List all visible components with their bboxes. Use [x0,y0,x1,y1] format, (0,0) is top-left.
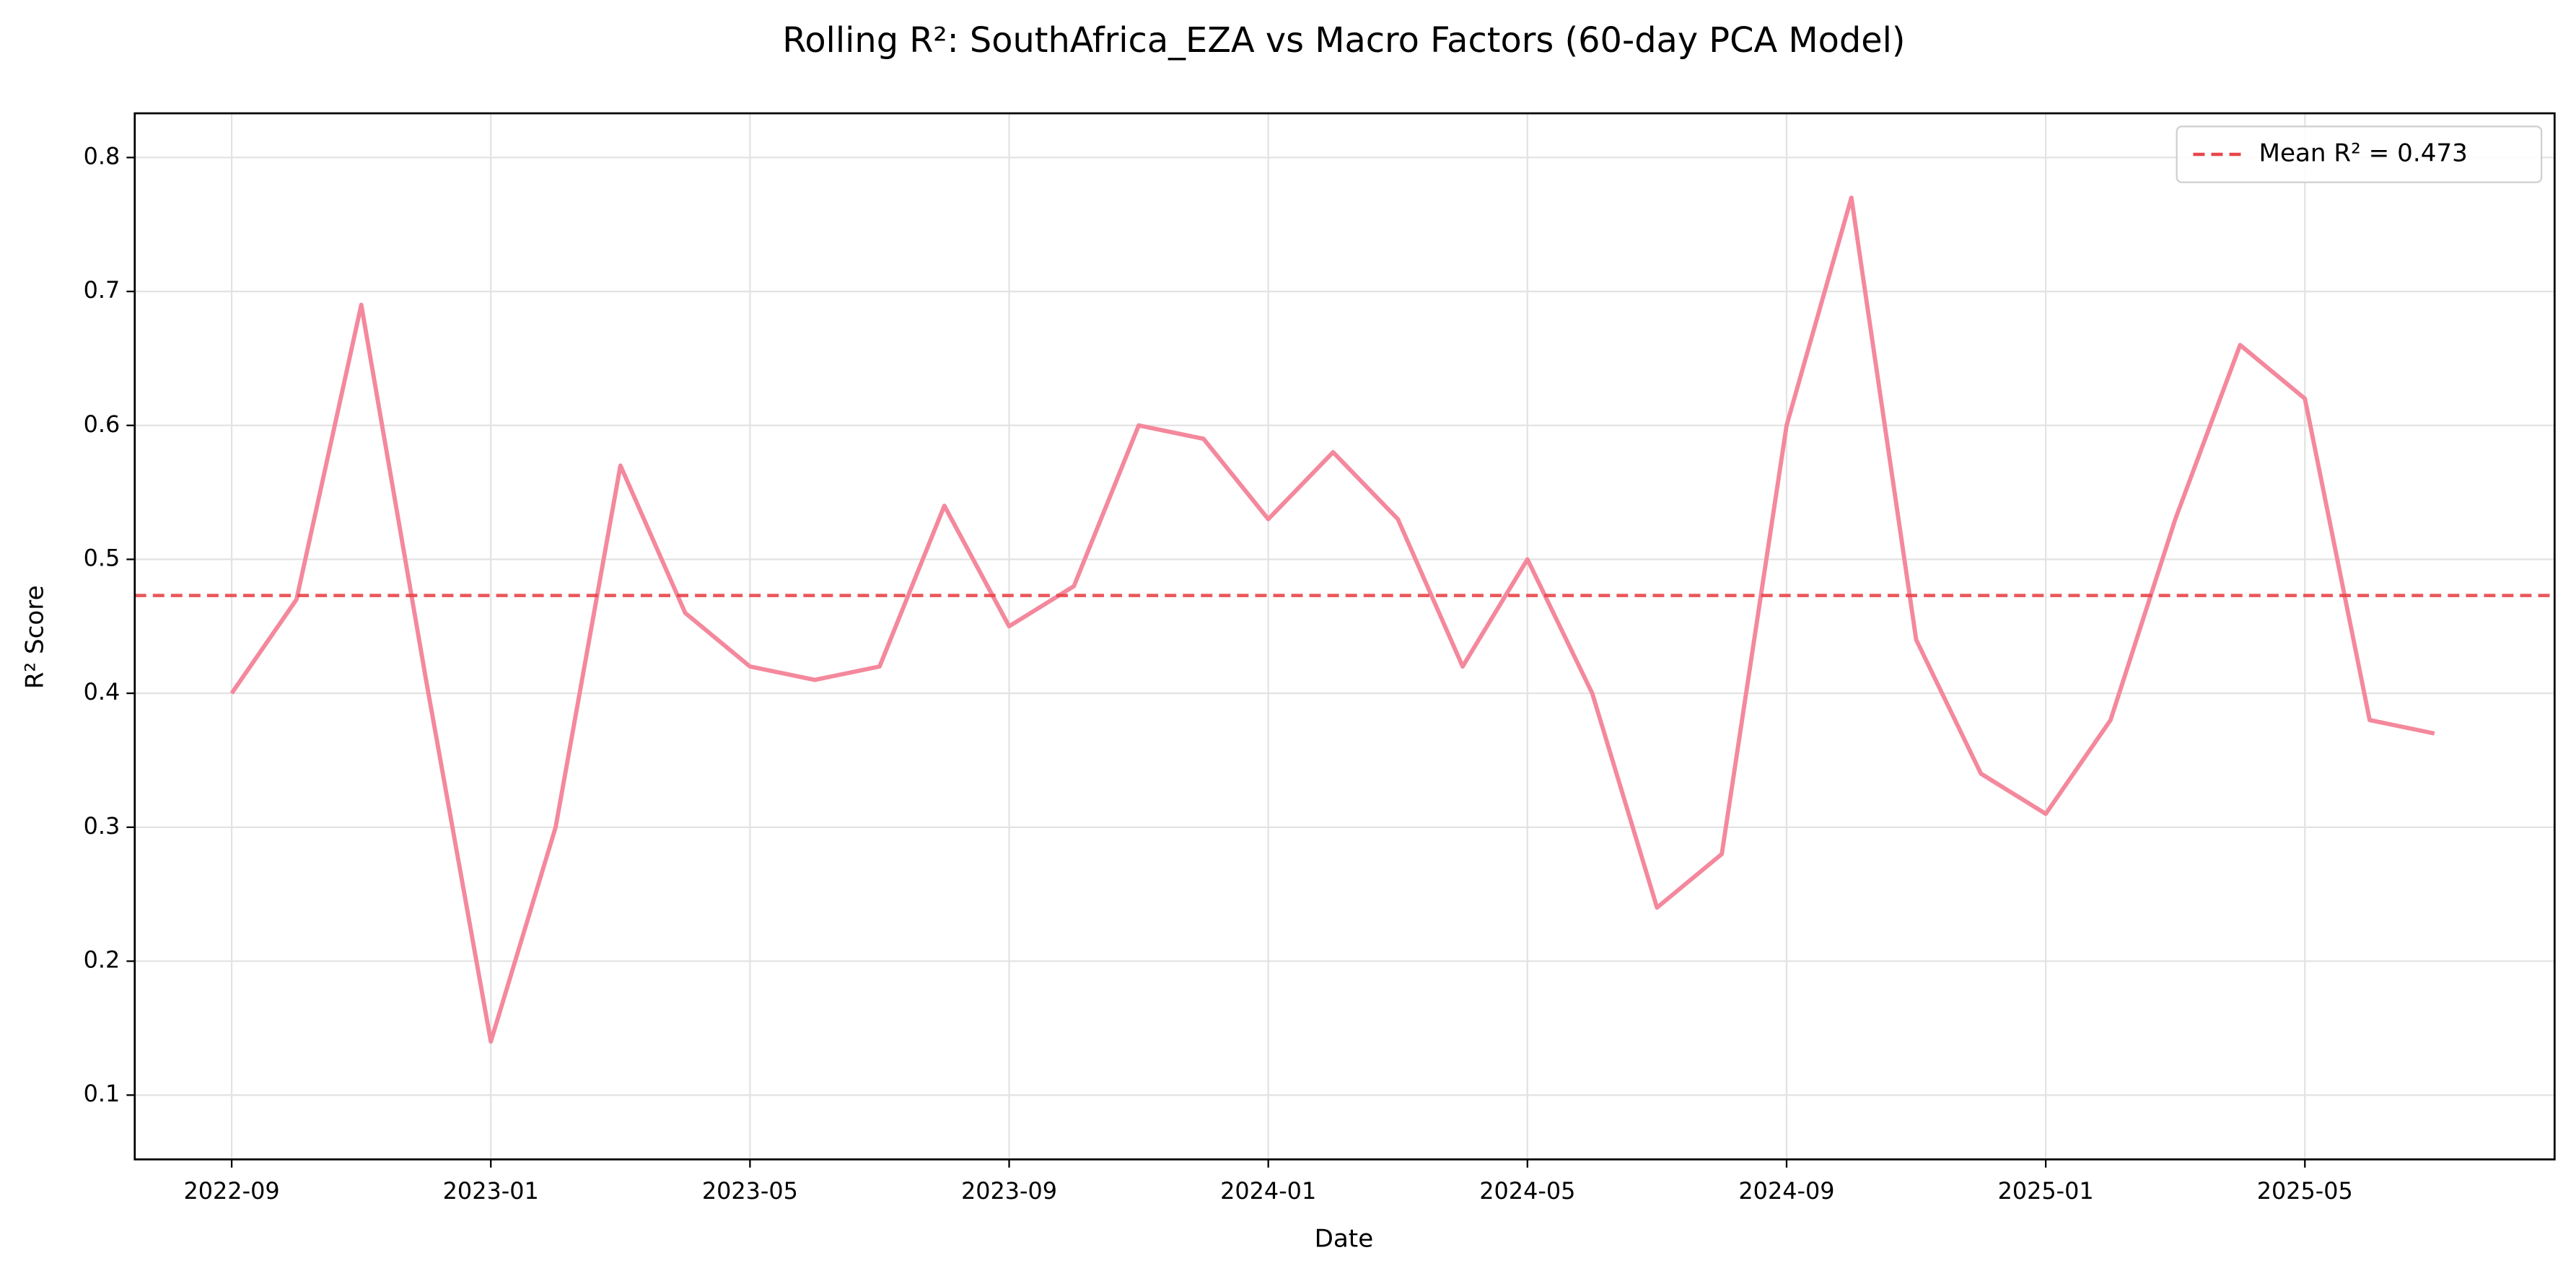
x-tick-label: 2022-09 [184,1177,280,1205]
y-tick-label: 0.3 [84,812,121,840]
legend-box [2176,126,2543,183]
x-tick-label: 2024-01 [1220,1177,1316,1205]
y-tick-label: 0.1 [84,1080,121,1107]
x-tick-label: 2025-01 [1998,1177,2094,1205]
x-tick-label: 2025-05 [2257,1177,2353,1205]
y-tick-label: 0.7 [84,276,121,304]
x-tick-label: 2024-05 [1479,1177,1575,1205]
x-tick-label: 2023-05 [702,1177,798,1205]
x-tick-label: 2024-09 [1738,1177,1834,1205]
legend-label: Mean R² = 0.473 [2259,139,2468,168]
y-tick-label: 0.4 [84,678,121,705]
y-tick-label: 0.2 [84,946,121,974]
y-tick-label: 0.6 [84,410,121,438]
x-tick-label: 2023-01 [443,1177,539,1205]
x-axis-label: Date [1315,1224,1374,1253]
y-tick-label: 0.8 [84,142,121,170]
y-tick-label: 0.5 [84,544,121,571]
x-tick-label: 2023-09 [961,1177,1057,1205]
plot-frame [133,112,2556,1161]
data-line [229,195,2435,1044]
chart-title: Rolling R²: SouthAfrica_EZA vs Macro Fac… [782,21,1905,61]
y-axis-label: R² Score [21,585,50,689]
